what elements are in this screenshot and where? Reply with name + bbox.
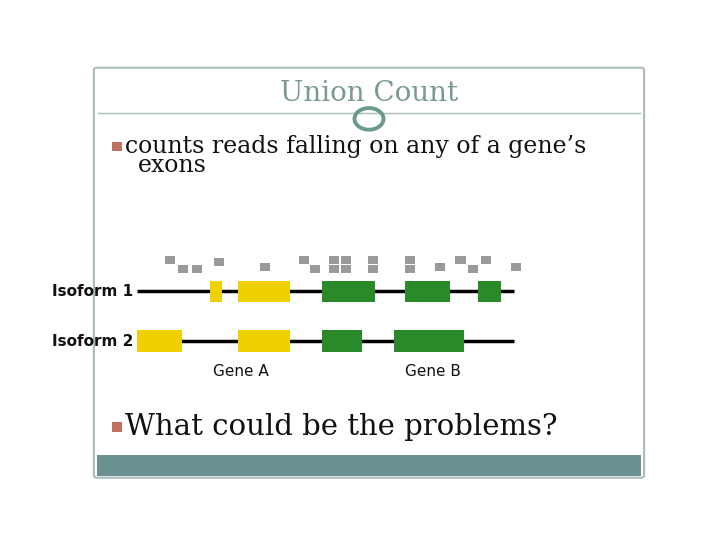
Bar [300, 255, 310, 264]
Bar [405, 281, 450, 302]
Bar [214, 258, 224, 266]
Bar [238, 330, 289, 352]
Bar [329, 265, 339, 273]
Bar [368, 255, 378, 264]
Bar [138, 330, 182, 352]
Text: Isoform 1: Isoform 1 [53, 284, 133, 299]
Bar [481, 255, 490, 264]
Bar [341, 265, 351, 273]
Bar [405, 265, 415, 273]
Bar [456, 255, 466, 264]
Text: Union Count: Union Count [280, 80, 458, 107]
Bar [478, 281, 501, 302]
Bar [178, 265, 188, 273]
Bar [322, 281, 374, 302]
Text: Gene A: Gene A [213, 364, 269, 379]
Text: Gene B: Gene B [405, 364, 461, 379]
Bar [210, 281, 222, 302]
Bar [511, 263, 521, 272]
Bar [96, 455, 642, 476]
Bar [468, 265, 478, 273]
Text: What could be the problems?: What could be the problems? [125, 413, 558, 441]
Bar [368, 265, 378, 273]
Bar [405, 255, 415, 264]
Bar [341, 255, 351, 264]
Bar [192, 265, 202, 273]
Text: Isoform 2: Isoform 2 [52, 334, 133, 349]
Bar [260, 263, 270, 272]
Text: exons: exons [138, 154, 207, 177]
Bar [112, 141, 122, 151]
Bar [112, 422, 122, 431]
Bar [166, 255, 176, 264]
Bar [238, 281, 289, 302]
Bar [435, 263, 445, 272]
Bar [329, 255, 339, 264]
Bar [322, 330, 361, 352]
FancyBboxPatch shape [94, 68, 644, 478]
Text: counts reads falling on any of a gene’s: counts reads falling on any of a gene’s [125, 135, 587, 158]
Bar [394, 330, 464, 352]
Bar [310, 265, 320, 273]
